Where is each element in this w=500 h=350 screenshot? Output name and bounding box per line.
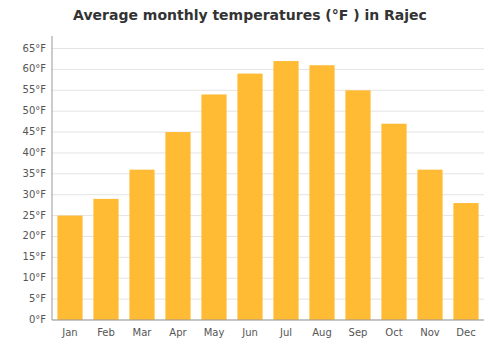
bar bbox=[309, 65, 334, 320]
bars bbox=[57, 61, 478, 320]
y-tick-label: 0°F bbox=[29, 314, 46, 325]
bar bbox=[93, 199, 118, 320]
x-tick-label: Oct bbox=[385, 327, 402, 338]
bar bbox=[237, 74, 262, 320]
bar bbox=[165, 132, 190, 320]
x-tick-label: May bbox=[204, 327, 225, 338]
y-tick-label: 25°F bbox=[23, 210, 47, 221]
y-tick-label: 50°F bbox=[23, 105, 47, 116]
bar bbox=[453, 203, 478, 320]
x-tick-label: Feb bbox=[97, 327, 115, 338]
x-tick-label: Dec bbox=[456, 327, 475, 338]
grid-line bbox=[52, 320, 484, 321]
grid-line bbox=[52, 152, 484, 153]
x-axis: Jan Feb Mar Apr May Jun Jul Aug Sep Oct Nov Dec bbox=[52, 320, 484, 338]
y-tick-label: 5°F bbox=[29, 293, 46, 304]
y-tick-label: 45°F bbox=[23, 126, 47, 137]
x-tick-label: Sep bbox=[349, 327, 368, 338]
bar bbox=[129, 170, 154, 320]
y-tick-label: 40°F bbox=[23, 147, 47, 158]
y-tick-label: 30°F bbox=[23, 189, 47, 200]
y-tick-label: 60°F bbox=[23, 63, 47, 74]
grid-line bbox=[52, 48, 484, 49]
y-axis-line bbox=[52, 36, 53, 320]
grid bbox=[52, 49, 484, 320]
bar bbox=[381, 124, 406, 320]
x-tick-label: Mar bbox=[133, 327, 153, 338]
grid-line bbox=[52, 132, 484, 133]
x-tick-label: Apr bbox=[169, 327, 187, 338]
y-tick-label: 15°F bbox=[23, 251, 47, 262]
bar bbox=[273, 61, 298, 320]
grid-line bbox=[52, 69, 484, 70]
bar bbox=[201, 94, 226, 320]
y-tick-label: 65°F bbox=[23, 43, 47, 54]
x-axis-line bbox=[52, 320, 484, 321]
bar bbox=[417, 170, 442, 320]
page: {"chart_data": {"type": "bar", "title": … bbox=[0, 0, 500, 350]
title: Average monthly temperatures (°F ) in Ra… bbox=[73, 7, 427, 23]
bar bbox=[57, 216, 82, 320]
y-tick-label: 55°F bbox=[23, 84, 47, 95]
y-tick-label: 20°F bbox=[23, 230, 47, 241]
x-tick-label: Jun bbox=[241, 327, 258, 338]
x-tick-label: Jul bbox=[279, 327, 292, 338]
grid-line bbox=[52, 90, 484, 91]
x-tick-label: Aug bbox=[312, 327, 332, 338]
y-tick-label: 35°F bbox=[23, 168, 47, 179]
grid-line bbox=[52, 111, 484, 112]
x-tick-label: Jan bbox=[61, 327, 77, 338]
y-axis: 0°F 5°F 10°F 15°F 20°F 25°F 30°F 35°F 40°F 45°F 50… bbox=[23, 36, 52, 325]
chart: 0°F 5°F 10°F 15°F 20°F 25°F 30°F 35°F 40°F 45°F 50… bbox=[0, 0, 500, 350]
y-tick-label: 10°F bbox=[23, 272, 47, 283]
x-tick-label: Nov bbox=[420, 327, 440, 338]
bar bbox=[345, 90, 370, 320]
